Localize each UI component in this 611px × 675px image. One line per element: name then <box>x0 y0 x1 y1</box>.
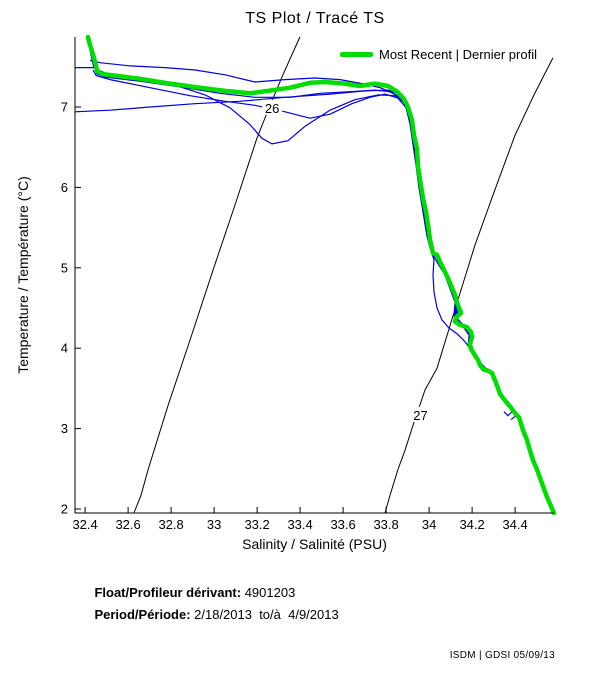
most-recent-profile <box>85 34 557 516</box>
legend-line-sample <box>340 52 373 57</box>
y-axis-label: Temperature / Température (°C) <box>15 176 31 374</box>
contour-label-27: 27 <box>413 408 427 423</box>
contour-label-26: 26 <box>265 101 279 116</box>
period-label: Period/Période: <box>94 607 191 622</box>
y-tick-label: 3 <box>61 421 68 436</box>
y-tick-label: 6 <box>61 180 68 195</box>
axis-lines <box>74 37 554 514</box>
x-tick-label: 33.8 <box>373 517 398 532</box>
float-id-label: Float/Profileur dérivant: <box>94 585 242 600</box>
y-tick-label: 2 <box>61 502 68 517</box>
previous-profile-4 <box>92 69 513 417</box>
previous-profile-3 <box>89 59 514 412</box>
y-tick-label: 5 <box>61 260 68 275</box>
float-id-line: Float/Profileur dérivant: 4901203 <box>80 570 295 615</box>
x-tick-label: 33.4 <box>287 517 312 532</box>
x-tick-label: 33.6 <box>330 517 355 532</box>
issuer-stamp: ISDM | GDSI 05/09/13 <box>449 650 555 661</box>
x-tick-label: 32.6 <box>115 517 140 532</box>
x-tick-label: 34 <box>422 517 436 532</box>
period-value: 2/18/2013 to/à 4/9/2013 <box>190 607 339 622</box>
float-id-value: 4901203 <box>241 585 296 600</box>
x-tick-label: 33 <box>207 517 221 532</box>
y-tick-label: 4 <box>61 341 68 356</box>
x-tick-label: 33.2 <box>244 517 269 532</box>
x-axis-label: Salinity / Salinité (PSU) <box>242 536 387 552</box>
previous-profile-5 <box>74 89 517 421</box>
x-tick-label: 32.8 <box>158 517 183 532</box>
previous-profile-1 <box>75 66 520 420</box>
legend-label: Most Recent | Dernier profil <box>379 47 537 62</box>
density-contour-line-27 <box>384 57 554 514</box>
x-tick-label: 34.2 <box>459 517 484 532</box>
period-line: Period/Période: 2/18/2013 to/à 4/9/2013 <box>80 592 339 637</box>
legend: Most Recent | Dernier profil <box>340 47 537 62</box>
x-tick-label: 34.4 <box>502 517 527 532</box>
x-tick-label: 32.4 <box>72 517 97 532</box>
contour-label-patch-27 <box>410 406 431 422</box>
previous-profile-2 <box>88 37 516 414</box>
contour-label-patch-26 <box>262 99 283 115</box>
y-tick-label: 7 <box>61 100 68 115</box>
chart-title: TS Plot / Tracé TS <box>245 10 385 27</box>
